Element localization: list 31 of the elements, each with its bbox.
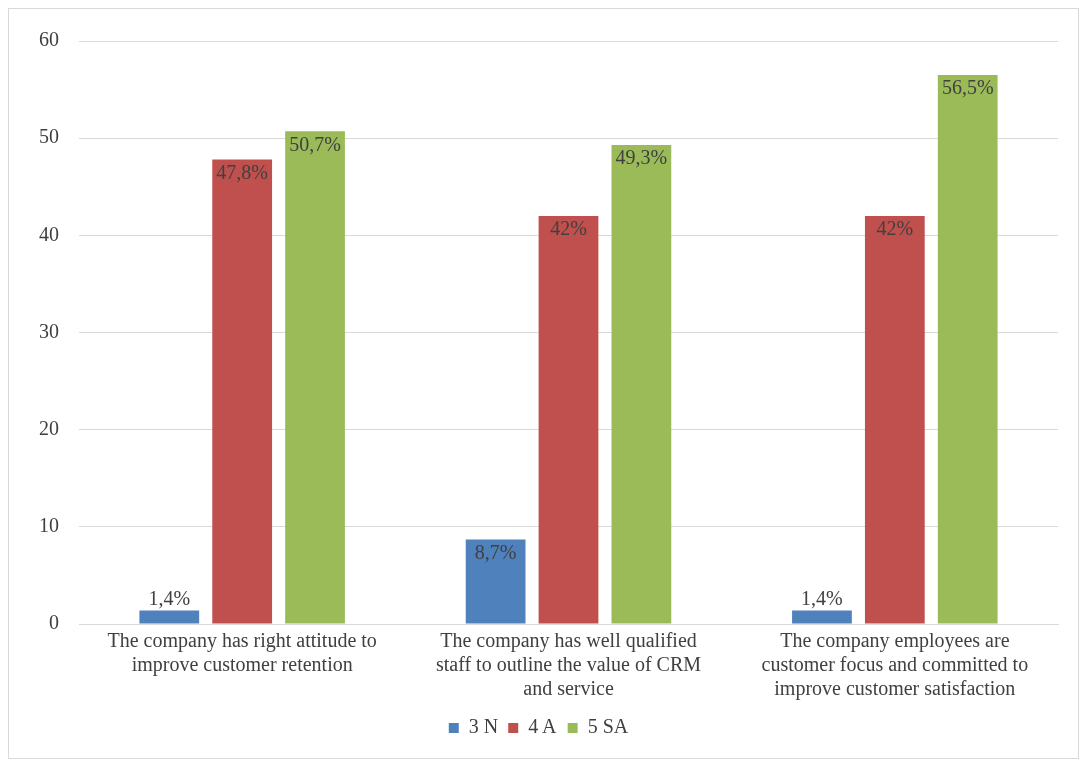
data-label: 47,8%: [216, 160, 268, 183]
data-label: 56,5%: [941, 76, 994, 99]
data-label: 8,7%: [474, 540, 517, 563]
y-tick-label: 30: [39, 319, 59, 342]
y-tick-label: 20: [39, 416, 59, 439]
data-label: 1,4%: [801, 586, 843, 609]
data-label: 1,4%: [148, 586, 191, 609]
legend-label: 5 SA: [587, 715, 629, 738]
y-tick-label: 10: [39, 514, 59, 537]
x-tick-label: The company employees are customer focus and committed to improve customer satisfaction: [761, 629, 1029, 701]
bar: [212, 159, 273, 624]
bar: [139, 610, 200, 624]
data-label: 42%: [550, 217, 587, 240]
y-tick-label: 40: [39, 222, 59, 245]
legend-label: 3 N: [468, 715, 499, 738]
bar: [538, 215, 599, 624]
x-tick-label: The company has well qualified staff to outline the value of CRM and service: [435, 629, 702, 700]
bar: [611, 144, 672, 624]
data-label: 42%: [876, 217, 914, 240]
bar: [792, 610, 852, 624]
data-label: 49,3%: [615, 146, 668, 169]
bar: [937, 75, 998, 624]
y-tick-label: 50: [39, 125, 59, 148]
bar: [465, 539, 526, 624]
y-tick-label: 0: [49, 611, 59, 634]
y-tick-label: 60: [39, 28, 59, 51]
bar: [864, 215, 925, 624]
x-tick-label: The company has right attitude to improve customer retention: [107, 629, 377, 677]
legend-label: 4 A: [528, 715, 558, 738]
data-label: 50,7%: [289, 132, 341, 155]
bar: [285, 131, 345, 624]
